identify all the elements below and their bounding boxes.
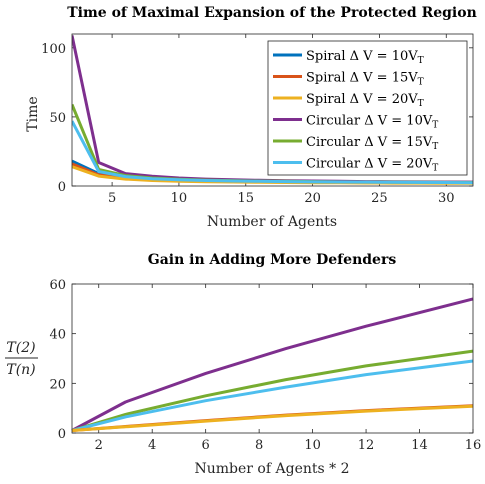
y-tick-label: 20 [49, 377, 66, 392]
y-tick-label: 50 [49, 111, 66, 126]
chart1-legend: Spiral Δ V = 10VT Spiral Δ V = 15VT Spiral… [267, 40, 468, 176]
chart2-lines [71, 297, 474, 432]
x-tick-label: 10 [304, 438, 321, 453]
chart1-axes-box [71, 33, 474, 187]
x-tick-label: 8 [255, 438, 263, 453]
chart2-ylabel: T(2) T(n) [5, 340, 38, 378]
series-line-0 [71, 297, 474, 432]
x-tick-label: 10 [171, 191, 188, 206]
chart1-legend-box [267, 40, 468, 176]
chart1-lines [72, 35, 473, 185]
y-tick-label: 60 [49, 278, 66, 293]
y-tick-label: 100 [41, 42, 66, 57]
x-tick-label: 2 [95, 438, 103, 453]
y-tick-label: 0 [58, 427, 66, 442]
x-tick-label: 30 [438, 191, 455, 206]
x-tick-label: 25 [371, 191, 388, 206]
y-tick-label: 40 [49, 328, 66, 343]
chart1-title: Time of Maximal Expansion of the Protect… [67, 5, 477, 21]
chart2-ylabel-numerator: T(2) [6, 340, 35, 356]
legend-entry-1: Spiral Δ V = 15VT [306, 71, 424, 88]
x-tick-label: 15 [237, 191, 254, 206]
x-tick-label: 12 [358, 438, 375, 453]
series-line-2 [71, 359, 474, 432]
x-tick-label: 16 [465, 438, 482, 453]
chart-gain-adding-defenders: Gain in Adding More Defenders T(2) T(n) … [5, 252, 481, 477]
legend-entry-0: Spiral Δ V = 10VT [306, 49, 424, 66]
legend-entry-4: Circular Δ V = 15VT [306, 135, 438, 152]
series-line-1 [71, 349, 474, 432]
chart1-xlabel: Number of Agents [207, 214, 337, 230]
chart2-axes-box [71, 283, 474, 434]
x-tick-label: 20 [304, 191, 321, 206]
chart2-xlabel: Number of Agents * 2 [195, 461, 350, 477]
legend-entry-2: Spiral Δ V = 20VT [306, 92, 424, 109]
chart2-title: Gain in Adding More Defenders [148, 252, 397, 268]
x-tick-label: 6 [202, 438, 210, 453]
legend-entry-3: Circular Δ V = 10VT [306, 114, 438, 131]
y-tick-label: 0 [58, 180, 66, 195]
chart2-ylabel-denominator: T(n) [6, 362, 35, 378]
x-tick-label: 5 [108, 191, 116, 206]
chart2-ticks: 2 4 6 8 10 12 14 16 0 20 40 60 [49, 278, 481, 453]
x-tick-label: 14 [411, 438, 428, 453]
series-line-5 [72, 120, 473, 185]
chart1-ticks: 5 10 15 20 25 30 0 50 100 [41, 34, 473, 206]
legend-entry-5: Circular Δ V = 20VT [306, 157, 438, 174]
x-tick-label: 4 [148, 438, 156, 453]
chart1-ylabel: Time [25, 96, 41, 131]
chart-time-of-maximal-expansion: Time of Maximal Expansion of the Protect… [25, 5, 477, 230]
series-line-4 [71, 404, 474, 432]
